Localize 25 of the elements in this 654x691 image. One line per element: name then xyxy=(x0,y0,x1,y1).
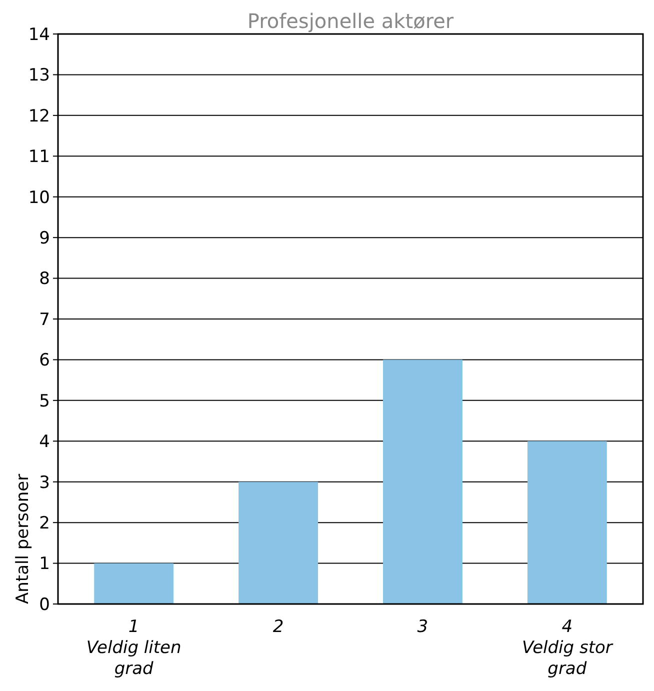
y-tick-label: 11 xyxy=(28,147,50,168)
y-tick-label: 8 xyxy=(39,269,50,290)
bar xyxy=(527,441,607,604)
y-tick-label: 4 xyxy=(39,432,50,452)
y-tick-label: 14 xyxy=(28,24,50,45)
bar xyxy=(94,563,174,604)
y-axis-title: Antall personer xyxy=(13,474,33,604)
y-tick-label: 5 xyxy=(39,391,50,412)
x-tick-label: 1 Veldig liten grad xyxy=(86,617,182,679)
chart-title: Profesjonelle aktører xyxy=(247,9,454,33)
y-tick-label: 3 xyxy=(39,472,50,493)
y-tick-label: 9 xyxy=(39,228,50,249)
y-tick-label: 10 xyxy=(28,188,50,208)
x-tick-label: 3 xyxy=(417,617,428,637)
bar xyxy=(238,482,318,604)
y-tick-label: 2 xyxy=(39,514,50,534)
y-tick-label: 6 xyxy=(39,350,50,371)
x-tick-label: 4 Veldig stor grad xyxy=(522,617,614,679)
bar xyxy=(383,360,462,604)
y-tick-label: 7 xyxy=(39,310,50,330)
y-tick-label: 12 xyxy=(28,106,50,126)
y-tick-label: 0 xyxy=(39,594,50,615)
y-tick-label: 1 xyxy=(39,554,50,574)
y-tick-label: 13 xyxy=(28,66,50,86)
x-tick-label: 2 xyxy=(272,617,284,637)
